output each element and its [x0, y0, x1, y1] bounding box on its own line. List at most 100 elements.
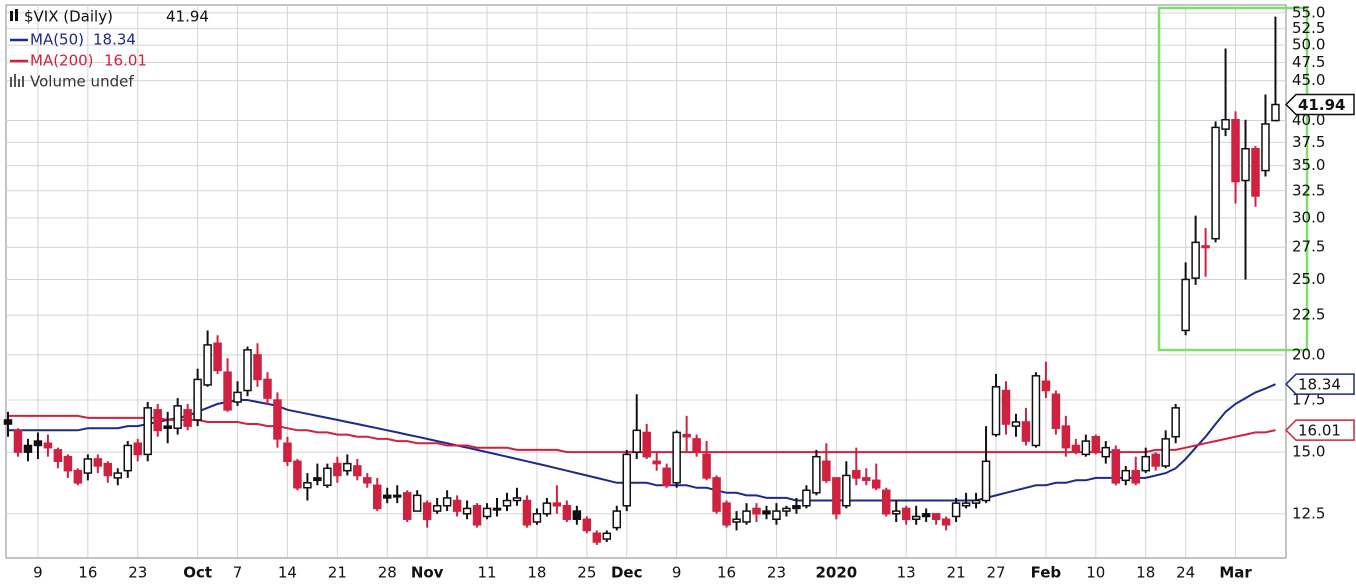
candle-body — [1261, 123, 1270, 172]
y-tick-label: 22.5 — [1292, 306, 1325, 324]
candle-body — [382, 494, 392, 499]
candle-body — [193, 378, 202, 421]
labels: 12.5 15.0 17.5 20.0 22.5 25.0 27.5 30.0 32.5 35.0… — [33, 3, 1355, 582]
candle-body — [303, 482, 312, 489]
grid — [6, 5, 1286, 557]
y-tick-label: 15.0 — [1292, 443, 1325, 461]
candle-body — [1171, 407, 1180, 438]
candle-body — [872, 479, 881, 489]
candle-body — [852, 469, 861, 479]
candle-body — [782, 507, 791, 512]
x-tick-label: Feb — [1031, 564, 1062, 582]
y-tick-label: 47.5 — [1292, 53, 1325, 71]
y-tick-label: 52.5 — [1292, 19, 1325, 37]
x-tick-label: 9 — [33, 564, 43, 582]
x-tick-label: 16 — [78, 564, 97, 582]
candle-body — [1211, 126, 1220, 240]
candle-body — [891, 510, 901, 515]
candle-body — [273, 399, 282, 440]
candle-body — [832, 477, 841, 515]
candle-body — [353, 465, 362, 477]
x-tick-label: 18 — [527, 564, 546, 582]
candle-body — [592, 532, 602, 543]
candle-body — [293, 460, 302, 489]
candle-body — [792, 505, 801, 510]
price-tag — [1284, 93, 1355, 116]
x-tick-label: 11 — [477, 564, 496, 582]
legend-ma200: MA(200) — [30, 52, 94, 70]
y-tick-label: 25.0 — [1292, 270, 1325, 288]
x-tick-label: Nov — [411, 564, 444, 582]
candle-body — [13, 429, 23, 453]
candle-body — [33, 440, 43, 447]
candle-body — [632, 429, 641, 453]
candle-body — [682, 433, 691, 438]
candle-body — [901, 507, 911, 520]
candle-body — [1191, 241, 1200, 279]
candle-body — [542, 502, 552, 515]
candle-body — [163, 425, 172, 429]
y-tick-label: 37.5 — [1292, 133, 1325, 151]
y-tick-label: 12.5 — [1292, 504, 1325, 522]
price-tag — [1284, 373, 1355, 395]
x-tick-label: 10 — [1086, 564, 1105, 582]
candle-body — [842, 474, 851, 507]
candle-body — [462, 507, 472, 515]
x-tick-label: 27 — [986, 564, 1005, 582]
candle-body — [712, 477, 721, 512]
candle-body — [213, 342, 222, 372]
candle-body — [1001, 389, 1011, 425]
candle-body — [1121, 469, 1131, 482]
price-tag-label: 16.01 — [1298, 422, 1341, 440]
price-tag-label: 18.34 — [1298, 376, 1341, 394]
legend-icon — [10, 77, 12, 87]
candle-body — [991, 386, 1001, 436]
y-tick-label: 30.0 — [1292, 208, 1325, 226]
candle-body — [23, 444, 33, 453]
legend-ma50: MA(50) — [30, 31, 84, 49]
plot-frame — [5, 4, 1287, 559]
candle-body — [323, 467, 332, 487]
x-tick-label: 18 — [1136, 564, 1155, 582]
candle-body — [103, 462, 113, 477]
candle-body — [732, 518, 741, 523]
candle-body — [1141, 455, 1150, 472]
candle-body — [442, 497, 452, 507]
y-tick-label: 32.5 — [1292, 181, 1325, 199]
candle-body — [73, 469, 83, 484]
candle-body — [762, 510, 771, 515]
candle-body — [572, 510, 582, 520]
candle-body — [363, 477, 372, 484]
candle-body — [1231, 118, 1240, 183]
x-tick-label: 25 — [577, 564, 596, 582]
legend-icon — [22, 76, 24, 87]
candle-body — [243, 349, 252, 392]
legend-volume: Volume undef — [30, 73, 134, 91]
candle-body — [812, 455, 821, 494]
candle-body — [562, 505, 572, 520]
candle-body — [43, 442, 53, 449]
y-tick-label: 50.0 — [1292, 36, 1325, 54]
legend-icon — [10, 11, 13, 21]
candle-body — [1241, 147, 1250, 182]
candle-body — [692, 438, 701, 453]
candle-body — [1221, 118, 1230, 130]
candle-body — [392, 494, 402, 498]
x-tick-label: 23 — [767, 564, 786, 582]
candle-body — [881, 489, 891, 515]
candle-body — [223, 371, 232, 411]
candle-body — [742, 510, 751, 523]
candle-body — [1051, 393, 1061, 429]
x-tick-label: 13 — [897, 564, 916, 582]
candle-body — [1071, 444, 1081, 453]
candle-body — [143, 407, 152, 456]
y-tick-label: 27.5 — [1292, 238, 1325, 256]
candle-body — [1061, 425, 1071, 449]
candle-body — [642, 431, 651, 458]
ma-line — [8, 414, 1276, 454]
candle-body — [53, 449, 63, 463]
candle-body — [652, 460, 661, 465]
marks — [3, 16, 1280, 545]
candle-body — [951, 502, 961, 518]
candle-body — [862, 477, 871, 482]
